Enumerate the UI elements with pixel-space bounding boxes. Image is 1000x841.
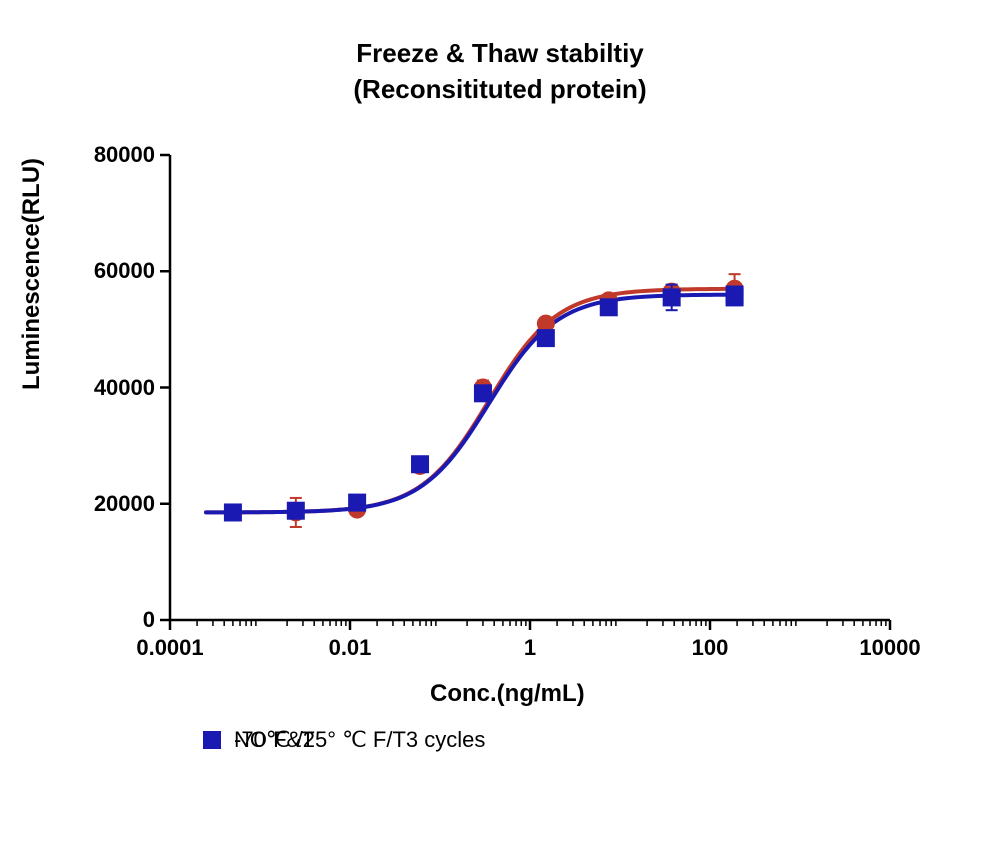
- y-tick-label: 40000: [94, 375, 155, 401]
- x-tick-label: 100: [665, 635, 755, 661]
- y-tick-label: 80000: [94, 142, 155, 168]
- x-tick-label: 0.01: [305, 635, 395, 661]
- x-axis-label: Conc.(ng/mL): [430, 680, 585, 708]
- legend-label: -70℃ /25° ℃ F/T3 cycles: [234, 727, 485, 753]
- chart-container: Freeze & Thaw stabiltiy (Reconsitituted …: [0, 0, 1000, 841]
- y-tick-label: 20000: [94, 491, 155, 517]
- x-tick-label: 0.0001: [125, 635, 215, 661]
- y-tick-label: 0: [143, 607, 155, 633]
- x-tick-label: 1: [485, 635, 575, 661]
- y-axis-label: Luminescence(RLU): [18, 158, 46, 390]
- legend-item: -70℃ /25° ℃ F/T3 cycles: [200, 727, 485, 753]
- x-tick-label: 10000: [845, 635, 935, 661]
- y-tick-label: 60000: [94, 258, 155, 284]
- plot-svg: [0, 0, 1000, 841]
